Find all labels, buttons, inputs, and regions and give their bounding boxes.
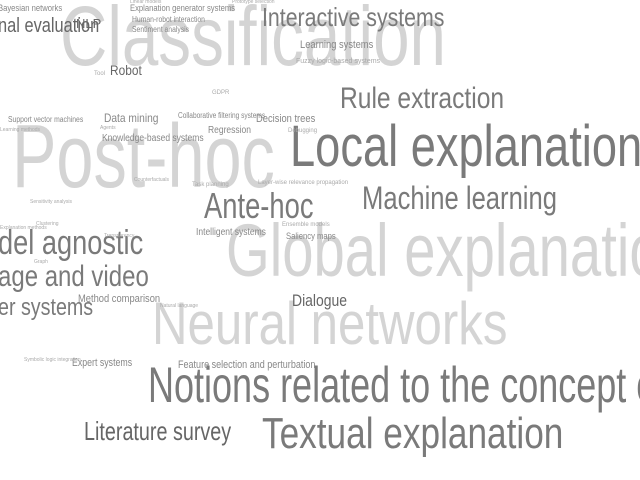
word-literature-survey: Literature survey [84, 416, 232, 446]
word-local-explanation: Local explanation [290, 114, 640, 179]
word-classification: Classification [60, 0, 446, 83]
word-learning-methods: Learning methods [0, 127, 41, 133]
word-explanation-methods: Explanation methods [0, 225, 47, 231]
word-graph: Graph [34, 259, 48, 265]
word-textual-explanation: Textual explanation [262, 409, 564, 458]
word-er-systems: er systems [0, 294, 94, 321]
word-data-mining: Data mining [104, 111, 159, 125]
word-symbolic-logic: Symbolic logic integration [24, 357, 81, 363]
word-saliency-maps: Saliency maps [286, 231, 336, 241]
word-intelligent-systems: Intelligent systems [196, 227, 266, 238]
word-model-agnostic: del agnostic [0, 224, 144, 262]
word-tool: Tool [94, 71, 106, 77]
word-post-hoc: Post-hoc [12, 107, 275, 207]
word-layer-wise-relevance: Layer-wise relevance propagation [258, 180, 349, 186]
word-expert-systems: Expert systems [72, 357, 133, 369]
word-ensemble-models: Ensemble models [282, 222, 330, 228]
word-ante-hoc: Ante-hoc [204, 185, 314, 226]
word-machine-learning: Machine learning [362, 180, 557, 216]
word-nal-evaluation: nal evaluation [0, 15, 100, 37]
word-explanation-generator-systems: Explanation generator systems [130, 3, 236, 13]
word-feature-selection: Feature selection and perturbation [178, 359, 316, 371]
word-decision-trees: Decision trees [256, 113, 316, 125]
word-human-robot-interaction: Human-robot interaction [132, 15, 205, 24]
word-knowledge-based-systems: Knowledge-based systems [102, 133, 204, 144]
word-gdpr: GDPR [212, 90, 230, 96]
word-sentiment-analysis: Sentiment analysis [132, 25, 190, 34]
word-linear-models: Linear models [130, 0, 162, 5]
word-neural-networks: Neural networks [152, 290, 508, 357]
word-nlp: NLP [76, 16, 102, 31]
word-counterfactuals: Counterfactuals [134, 177, 170, 183]
word-learning-systems: Learning systems [300, 39, 374, 51]
word-natural-language: Natural language [160, 303, 199, 309]
word-bayesian-networks: Bayesian networks [0, 3, 63, 13]
word-interactive-systems: Interactive systems [262, 2, 445, 32]
word-collaborative-filtering: Collaborative filtering systems [178, 111, 266, 120]
word-support-vector-machines: Support vector machines [8, 115, 84, 124]
word-task-planning: Task planning [192, 182, 229, 188]
word-transparency: Transparency [104, 233, 135, 239]
word-debugging: Debugging [288, 128, 318, 134]
word-robot: Robot [110, 62, 142, 78]
word-image-and-video: age and video [0, 260, 149, 293]
word-agents: Agents [100, 125, 116, 131]
word-fuzzy-logic: Fuzzy logic-based systems [296, 58, 381, 65]
word-dialogue: Dialogue [292, 291, 348, 310]
word-method-comparison: Method comparison [78, 293, 161, 305]
word-prototype-selection: Prototype selection [232, 0, 275, 5]
word-sensitivity-analysis: Sensitivity analysis [30, 199, 72, 205]
word-notions-concept: Notions related to the concept of exp [148, 357, 640, 413]
word-global-explanation: Global explanation [226, 209, 640, 292]
word-clustering: Clustering [36, 221, 59, 227]
word-rule-extraction: Rule extraction [340, 82, 505, 115]
word-regression: Regression [208, 125, 252, 136]
